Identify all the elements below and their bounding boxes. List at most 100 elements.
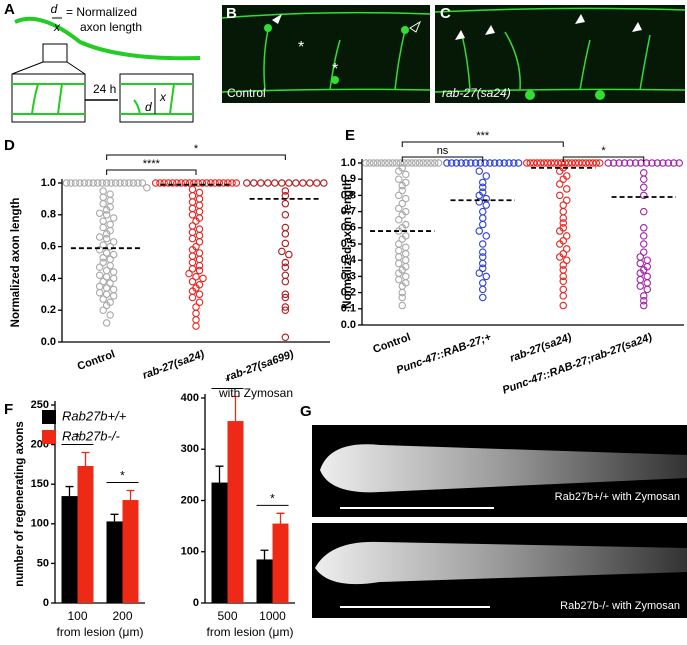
data-point [543, 159, 552, 167]
data-point [281, 199, 290, 208]
data-point [192, 273, 200, 281]
bar [61, 496, 78, 603]
data-point [102, 284, 111, 292]
data-point [377, 159, 385, 167]
error-bar [126, 489, 135, 501]
data-point [550, 159, 559, 167]
data-point [639, 191, 648, 200]
data-point [475, 269, 483, 277]
x-tick-label: Punc-47::RAB-27;rab-27(sa24) [501, 331, 654, 397]
data-point [125, 179, 133, 187]
data-point [592, 159, 601, 167]
data-point [396, 159, 405, 167]
nerve [320, 444, 687, 493]
data-point [281, 211, 290, 219]
data-point [478, 253, 487, 261]
data-point [471, 159, 480, 167]
data-point [636, 275, 644, 284]
data-point [467, 159, 475, 167]
bar [77, 465, 94, 603]
y-axis-label: Normalized axon length [10, 198, 22, 328]
data-point [106, 311, 114, 319]
y-tick-label: 0.3 [341, 270, 356, 282]
data-point [188, 198, 197, 206]
data-point [134, 179, 142, 187]
data-point [281, 303, 290, 311]
data-point [401, 243, 410, 251]
data-point [281, 333, 290, 341]
data-point [482, 172, 490, 180]
data-point [636, 259, 644, 268]
formula-text: axon length [80, 20, 142, 34]
legend-swatch [42, 430, 56, 444]
data-point [559, 266, 567, 274]
data-point [177, 179, 185, 187]
data-point [195, 238, 204, 246]
panel-letter: B [226, 5, 237, 22]
y-tick-label: 0.8 [341, 189, 356, 201]
y-tick-label: 0.2 [41, 304, 56, 316]
data-point [219, 179, 228, 187]
data-point [195, 207, 204, 216]
y-tick-label: 0.5 [341, 238, 356, 250]
data-point [95, 271, 104, 279]
data-point [568, 159, 576, 167]
data-point [457, 159, 465, 167]
data-point [292, 179, 300, 187]
formula-denominator: x [53, 20, 61, 34]
data-point [106, 190, 114, 198]
data-point [199, 274, 207, 283]
bar [122, 500, 139, 603]
data-point [398, 293, 406, 302]
formula-text: = Normalized [66, 5, 137, 19]
data-point [109, 214, 118, 222]
significance-label: * [194, 143, 199, 155]
significance-label: * [601, 145, 606, 157]
x-tick-label: Control [76, 348, 117, 373]
y-tick-label: 0 [43, 597, 49, 609]
data-point [664, 159, 673, 167]
data-point [447, 159, 456, 167]
data-point [434, 159, 443, 167]
y-tick-label: 150 [31, 478, 49, 490]
error-bar [110, 513, 119, 522]
data-point [192, 303, 200, 311]
data-point [195, 231, 204, 240]
data-point [639, 232, 648, 240]
data-point [151, 179, 160, 187]
data-point [559, 214, 567, 222]
data-point [478, 279, 487, 287]
data-point [188, 265, 197, 273]
asterisk: * [298, 39, 304, 56]
image-label: Control [227, 86, 266, 100]
data-point [578, 159, 587, 167]
data-point [188, 293, 197, 302]
data-point [173, 179, 181, 187]
data-point [95, 288, 104, 297]
data-point [102, 234, 111, 243]
data-point [559, 219, 567, 227]
y-tick-label: 0.0 [41, 336, 56, 348]
data-point [555, 180, 564, 188]
data-point [102, 211, 111, 219]
data-point [102, 230, 111, 238]
data-point [192, 217, 200, 225]
data-point [415, 159, 424, 167]
data-point [401, 272, 410, 281]
micrograph-neurons [221, 7, 686, 93]
data-point [362, 159, 370, 167]
data-point [129, 179, 138, 187]
error-bar [215, 465, 224, 483]
significance-label: * [225, 375, 230, 389]
data-point [559, 292, 567, 300]
data-point [643, 272, 651, 281]
data-point [555, 227, 564, 235]
y-tick-label: 100 [181, 546, 199, 558]
data-point [164, 179, 173, 187]
x-tick-label: rab-27(sa699) [225, 348, 296, 384]
significance-bracket [106, 154, 286, 160]
data-point [381, 159, 389, 167]
data-point [102, 319, 111, 327]
data-point [639, 183, 648, 192]
panel-letter: F [4, 401, 13, 418]
